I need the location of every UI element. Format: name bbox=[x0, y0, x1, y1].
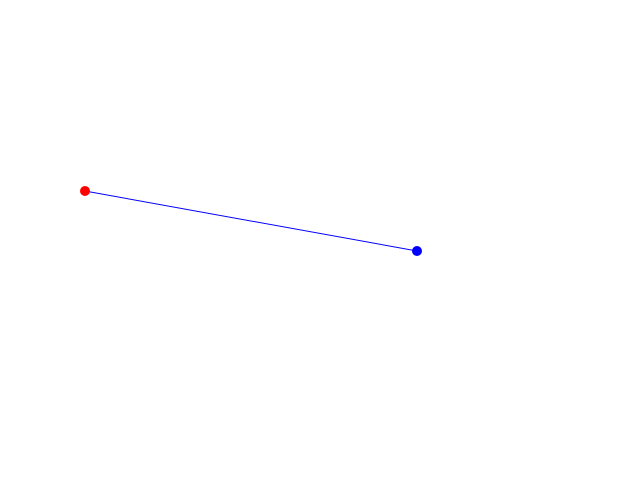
red-point bbox=[80, 186, 90, 196]
connector-line bbox=[84, 190, 418, 252]
blue-point bbox=[412, 246, 422, 256]
